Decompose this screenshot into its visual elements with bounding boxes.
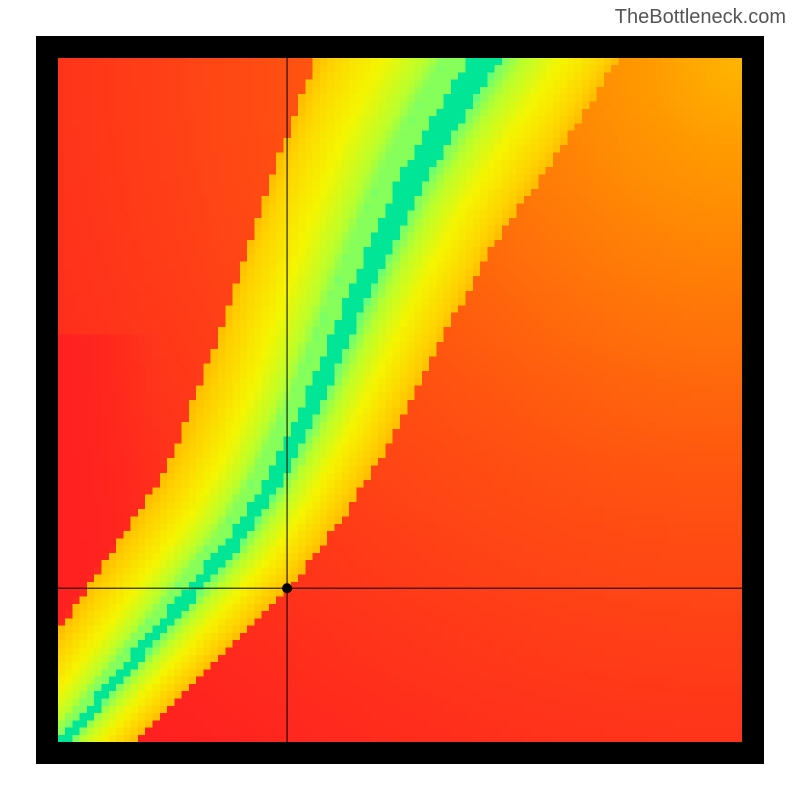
chart-container: TheBottleneck.com <box>0 0 800 800</box>
watermark-text: TheBottleneck.com <box>615 6 786 29</box>
heatmap-plot <box>36 36 764 764</box>
crosshair-overlay <box>36 36 764 764</box>
